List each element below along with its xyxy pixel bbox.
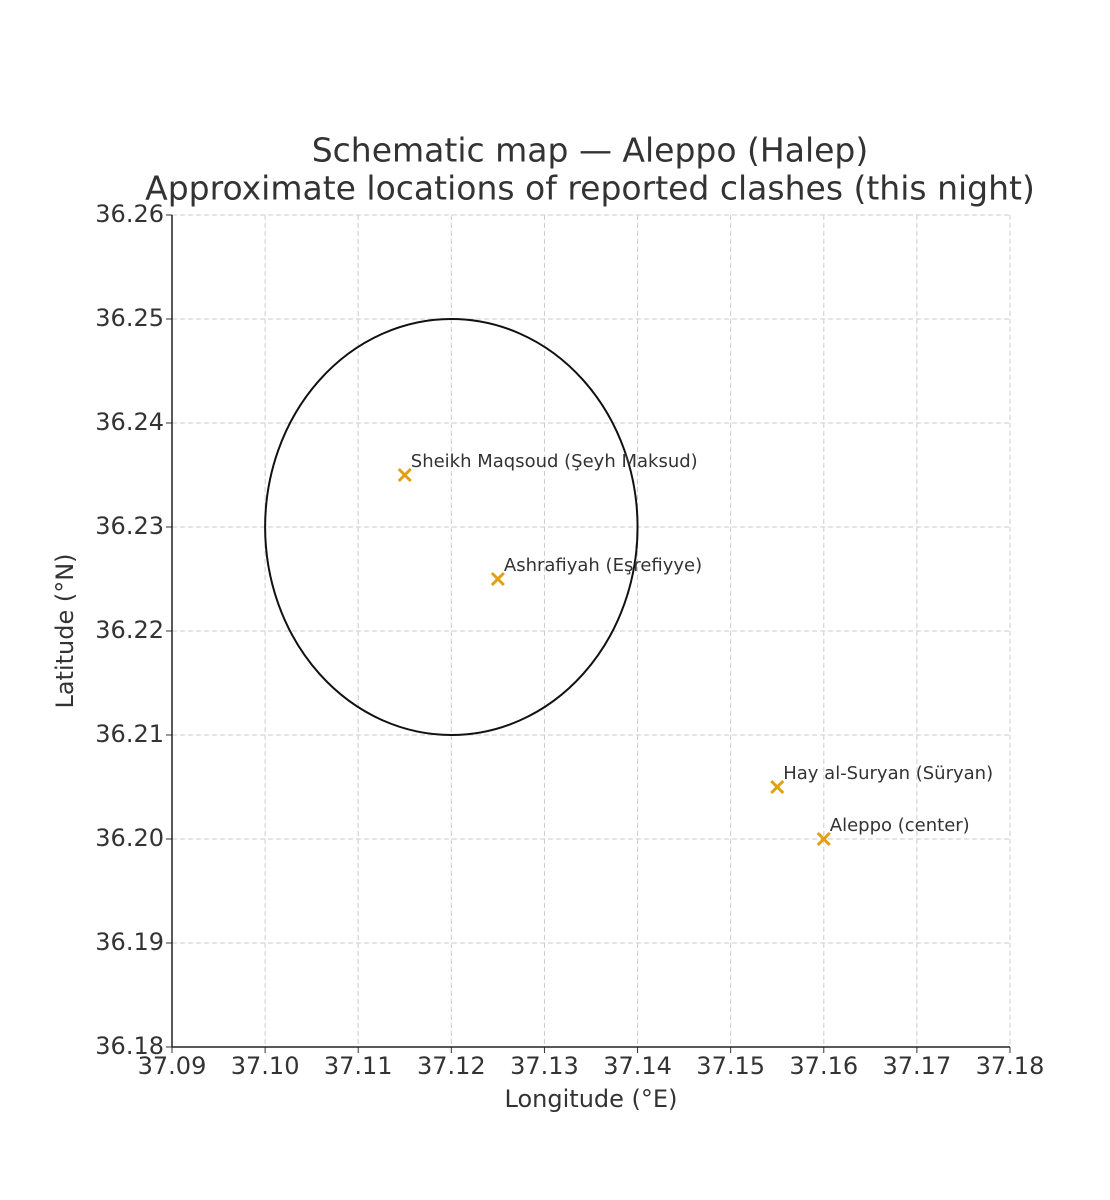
x-tick-label: 37.15 bbox=[696, 1052, 765, 1080]
y-tick-label: 36.21 bbox=[95, 720, 164, 748]
x-tick-label: 37.09 bbox=[138, 1052, 207, 1080]
y-tick-label: 36.22 bbox=[95, 616, 164, 644]
chart-subtitle: Approximate locations of reported clashe… bbox=[145, 169, 1035, 208]
point-label: Aleppo (center) bbox=[830, 815, 970, 836]
point-marker bbox=[770, 779, 785, 795]
x-tick-label: 37.18 bbox=[976, 1052, 1045, 1080]
chart-title: Schematic map — Aleppo (Halep) bbox=[312, 131, 869, 170]
point-label: Ashrafiyah (Eşrefiyye) bbox=[504, 555, 702, 576]
x-tick-label: 37.11 bbox=[324, 1052, 393, 1080]
x-tick-label: 37.14 bbox=[603, 1052, 672, 1080]
point-marker bbox=[816, 831, 831, 847]
y-axis-label: Latitude (°N) bbox=[51, 553, 79, 708]
x-tick-label: 37.16 bbox=[789, 1052, 858, 1080]
zone-circle bbox=[264, 318, 639, 736]
y-tick-label: 36.23 bbox=[95, 512, 164, 540]
y-tick-label: 36.26 bbox=[95, 200, 164, 228]
x-tick-label: 37.13 bbox=[510, 1052, 579, 1080]
y-tick-label: 36.18 bbox=[95, 1032, 164, 1060]
x-tick-label: 37.17 bbox=[883, 1052, 952, 1080]
point-label: Hay al-Suryan (Süryan) bbox=[783, 763, 993, 784]
y-tick-label: 36.25 bbox=[95, 304, 164, 332]
y-tick-label: 36.19 bbox=[95, 928, 164, 956]
point-marker bbox=[490, 571, 505, 587]
point-marker bbox=[397, 467, 412, 483]
x-tick-label: 37.10 bbox=[231, 1052, 300, 1080]
x-tick-label: 37.12 bbox=[417, 1052, 486, 1080]
y-tick-label: 36.20 bbox=[95, 824, 164, 852]
y-tick-label: 36.24 bbox=[95, 408, 164, 436]
point-label: Sheikh Maqsoud (Şeyh Maksud) bbox=[411, 451, 698, 472]
x-axis-label: Longitude (°E) bbox=[505, 1085, 678, 1113]
